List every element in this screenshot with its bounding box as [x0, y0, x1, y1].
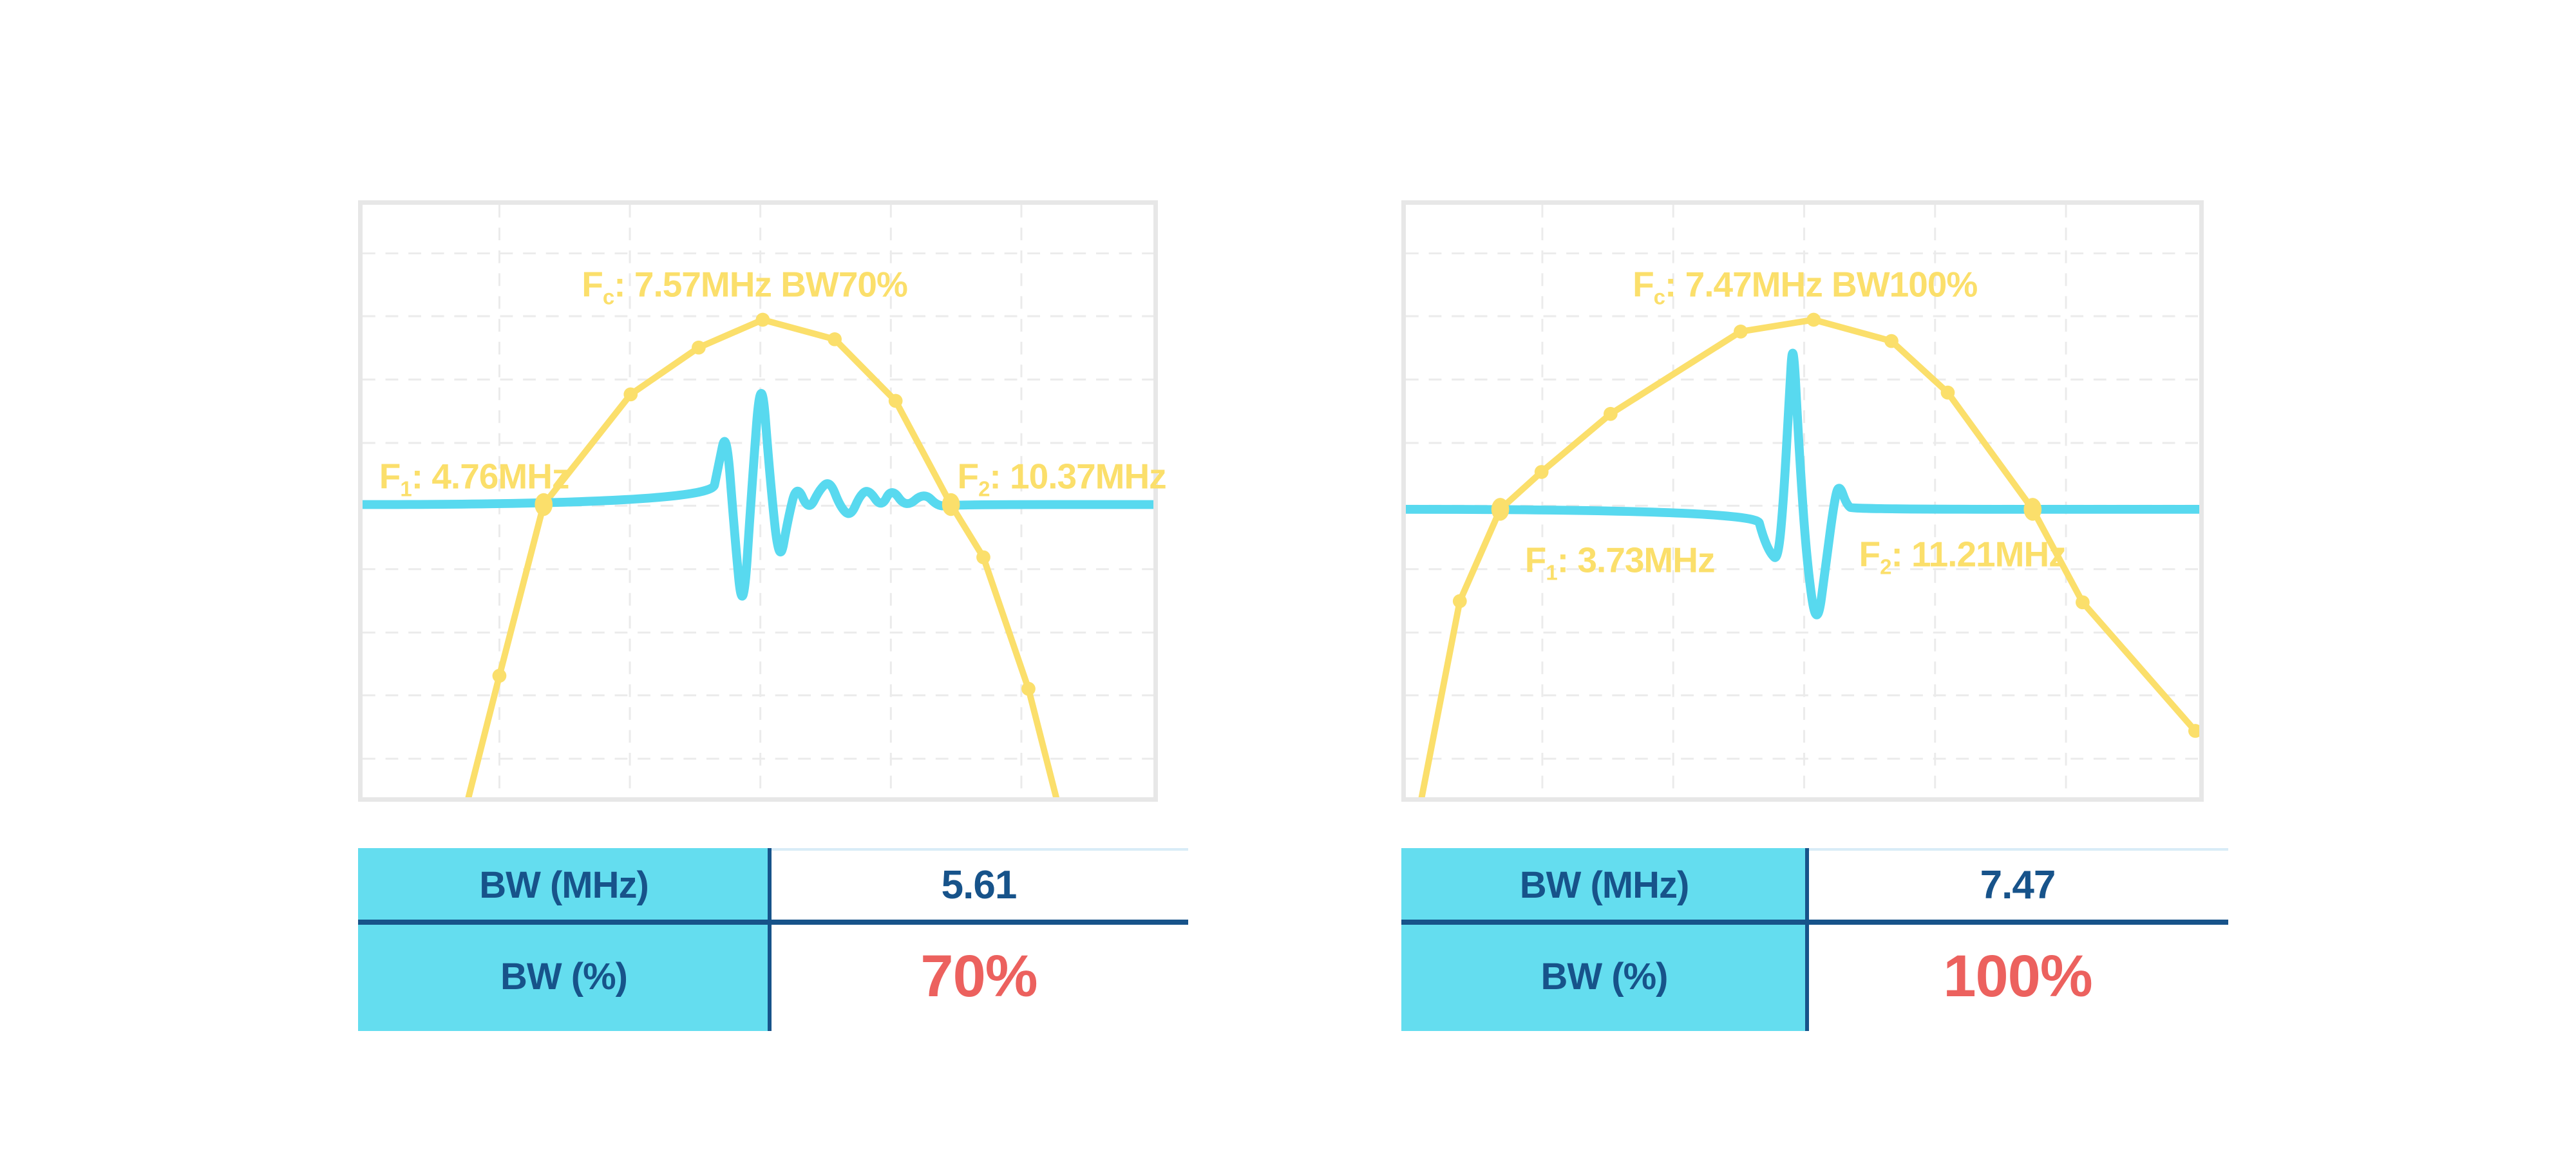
- bandwidth-edge-marker: [942, 493, 960, 516]
- pulse-waveform: [1406, 348, 2199, 620]
- fc-symbol: F: [1633, 264, 1654, 305]
- fc-symbol: F: [582, 264, 603, 305]
- f1-label: F1: 4.76MHz: [379, 456, 570, 500]
- f2-subscript: 2: [978, 477, 990, 501]
- data-point-marker: [1806, 312, 1821, 327]
- chart-panel-left: Fc: 7.57MHz BW70% F1: 4.76MHz F2: 10.37M…: [358, 200, 1167, 802]
- table-top-line: [1807, 848, 2228, 851]
- data-point-marker: [692, 340, 706, 355]
- f1-subscript: 1: [400, 477, 412, 501]
- data-point-marker: [1603, 406, 1618, 421]
- bw-mhz-label: BW (MHz): [1519, 864, 1690, 906]
- data-point-marker: [1452, 594, 1467, 609]
- f1-symbol: F: [1524, 540, 1547, 580]
- bw-percent-label-cell: BW (%): [1401, 922, 1807, 1031]
- bw-mhz-value-cell: 5.61: [770, 848, 1188, 922]
- fc-title-label: Fc: 7.57MHz BW70%: [582, 264, 908, 308]
- data-point-marker: [623, 387, 638, 402]
- table-top-line: [770, 848, 1188, 851]
- column-divider: [768, 848, 772, 1031]
- bw-percent-value-cell: 70%: [770, 922, 1188, 1031]
- bw-percent-label-cell: BW (%): [358, 922, 770, 1031]
- pulse-waveform: [363, 389, 1153, 601]
- fc-subscript: c: [1653, 285, 1665, 309]
- bandwidth-edge-marker: [1491, 498, 1510, 521]
- bw-percent-label: BW (%): [1540, 956, 1669, 998]
- bw-percent-value: 100%: [1943, 943, 2092, 1009]
- f2-symbol: F: [1859, 534, 1880, 574]
- f2-value-text: : 10.37MHz: [989, 456, 1166, 497]
- data-point-marker: [1021, 681, 1036, 696]
- chart-panel-right: Fc: 7.47MHz BW100% F1: 3.73MHz F2: 11.21…: [1401, 200, 2204, 802]
- fc-subscript: c: [602, 285, 614, 309]
- bw-mhz-label-cell: BW (MHz): [1401, 848, 1807, 922]
- f2-label: F2: 11.21MHz: [1859, 534, 2066, 578]
- data-point-marker: [976, 550, 990, 565]
- bandwidth-edge-marker: [535, 493, 553, 516]
- f1-subscript: 1: [1546, 560, 1557, 585]
- row-divider: [1401, 920, 2228, 925]
- bw-percent-label: BW (%): [500, 956, 628, 998]
- bw-mhz-label-cell: BW (MHz): [358, 848, 770, 922]
- data-point-marker: [2188, 724, 2199, 738]
- data-point-marker: [828, 332, 842, 346]
- bw-mhz-value-cell: 7.47: [1807, 848, 2228, 922]
- column-divider: [1805, 848, 1809, 1031]
- fc-value-text: : 7.57MHz BW70%: [614, 264, 908, 305]
- chart-canvas-right: [1406, 205, 2199, 797]
- f2-value-text: : 11.21MHz: [1891, 534, 2066, 574]
- chart-canvas-left: [363, 205, 1153, 797]
- bw-mhz-label: BW (MHz): [479, 864, 649, 906]
- data-point-marker: [1940, 385, 1955, 400]
- data-point-marker: [2076, 595, 2090, 610]
- bw-table-right: BW (MHz) 7.47 BW (%) 100%: [1401, 848, 2228, 1031]
- bw-mhz-value: 5.61: [941, 863, 1018, 907]
- row-divider: [358, 920, 1188, 925]
- fc-title-label: Fc: 7.47MHz BW100%: [1633, 264, 1978, 308]
- f2-label: F2: 10.37MHz: [957, 456, 1166, 500]
- spectrum-curve: [465, 316, 1059, 797]
- fc-value-text: : 7.47MHz BW100%: [1665, 264, 1978, 305]
- spectrum-curve: [1418, 316, 2199, 797]
- f2-symbol: F: [957, 456, 979, 497]
- data-point-marker: [492, 668, 507, 683]
- f1-symbol: F: [379, 456, 401, 497]
- data-point-marker: [1534, 465, 1549, 479]
- bw-percent-value: 70%: [920, 943, 1037, 1009]
- bandwidth-edge-marker: [2023, 498, 2042, 521]
- bw-table-left: BW (MHz) 5.61 BW (%) 70%: [358, 848, 1188, 1031]
- data-point-marker: [1734, 325, 1748, 339]
- f2-subscript: 2: [1880, 554, 1891, 579]
- f1-value-text: : 3.73MHz: [1557, 540, 1716, 580]
- data-point-marker: [755, 312, 770, 327]
- bw-mhz-value: 7.47: [1980, 863, 2056, 907]
- f1-label: F1: 3.73MHz: [1524, 540, 1716, 583]
- data-point-marker: [1884, 334, 1899, 348]
- bw-percent-value-cell: 100%: [1807, 922, 2228, 1031]
- f1-value-text: : 4.76MHz: [411, 456, 570, 497]
- data-point-marker: [888, 393, 903, 408]
